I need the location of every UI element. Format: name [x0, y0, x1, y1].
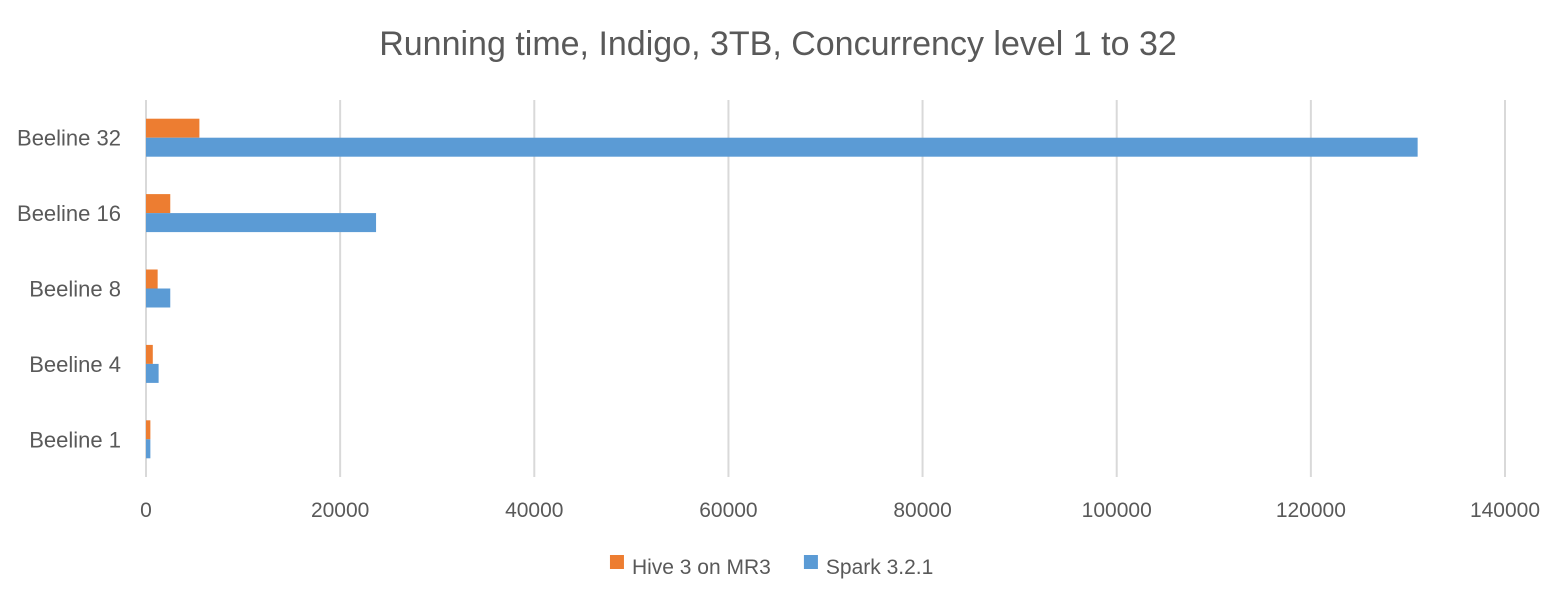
bars: [146, 118, 1418, 459]
y-category-label: Beeline 16: [17, 201, 121, 226]
x-axis-ticks: 0 20000 40000 60000 80000 100000 120000 140000: [140, 499, 1540, 522]
x-tick-label: 0: [140, 499, 152, 522]
bar-spark-3-2-1: [146, 288, 171, 308]
y-category-label: Beeline 32: [17, 126, 121, 151]
x-tick-label: 140000: [1470, 499, 1540, 522]
y-category-label: Beeline 1: [29, 427, 121, 452]
bar-spark-3-2-1: [146, 439, 151, 459]
bar-hive-3-on-mr3: [146, 118, 200, 138]
bar-hive-3-on-mr3: [146, 194, 171, 214]
y-category-label: Beeline 4: [29, 352, 121, 377]
bar-hive-3-on-mr3: [146, 344, 153, 364]
bar-spark-3-2-1: [146, 213, 377, 233]
bar-hive-3-on-mr3: [146, 420, 151, 440]
x-tick-label: 60000: [699, 499, 757, 522]
chart-title: Running time, Indigo, 3TB, Concurrency l…: [379, 25, 1177, 63]
y-category-label: Beeline 8: [29, 277, 121, 302]
legend: Hive 3 on MR3 Spark 3.2.1: [609, 555, 933, 579]
legend-label: Spark 3.2.1: [826, 556, 933, 579]
x-tick-label: 80000: [893, 499, 951, 522]
bar-spark-3-2-1: [146, 363, 159, 383]
legend-label: Hive 3 on MR3: [632, 556, 771, 579]
x-tick-label: 120000: [1276, 499, 1346, 522]
x-tick-label: 100000: [1082, 499, 1152, 522]
legend-swatch: [609, 555, 624, 569]
legend-swatch: [803, 555, 818, 569]
y-axis-categories: Beeline 1 Beeline 4 Beeline 8 Beeline 16 Bee…: [17, 126, 121, 453]
gridlines: [145, 100, 1506, 477]
x-tick-label: 20000: [311, 499, 369, 522]
x-tick-label: 40000: [505, 499, 563, 522]
bar-hive-3-on-mr3: [146, 269, 158, 289]
bar-spark-3-2-1: [146, 137, 1418, 157]
